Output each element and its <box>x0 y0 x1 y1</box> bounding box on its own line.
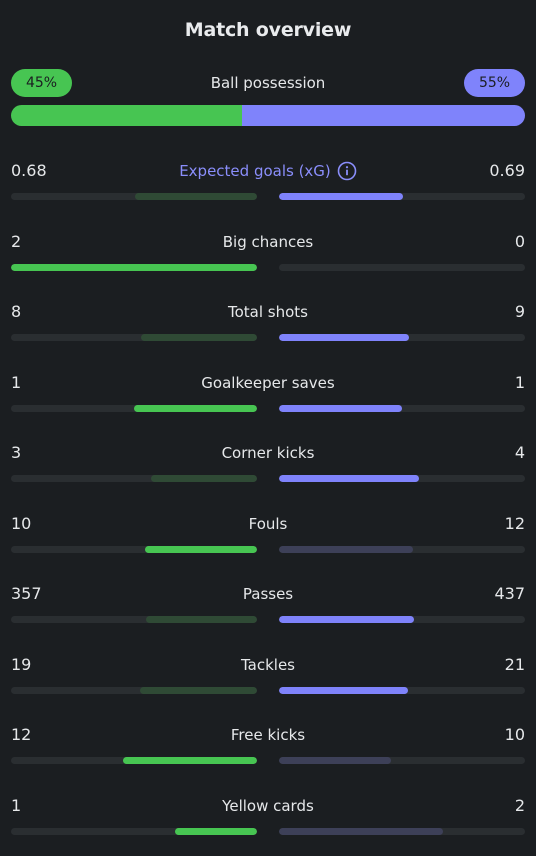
home-value: 2 <box>11 232 22 251</box>
stat-label: Tackles <box>240 656 296 674</box>
away-possession-badge: 55% <box>464 69 525 97</box>
home-value: 12 <box>11 725 32 744</box>
stat-row-yellow-cards: 1 Yellow cards 2 <box>11 795 525 841</box>
away-value: 2 <box>514 796 525 815</box>
home-bar-fill <box>134 405 257 412</box>
home-value: 1 <box>11 373 22 392</box>
stat-row-passes: 357 Passes 437 <box>11 583 525 629</box>
home-bar-fill <box>141 334 257 341</box>
home-bar-fill <box>151 475 257 482</box>
possession-label: Ball possession <box>210 74 326 92</box>
stat-row-expected-goals: 0.68 Expected goals (xG) 0.69 <box>11 160 525 206</box>
home-value: 3 <box>11 443 22 462</box>
home-value: 8 <box>11 302 22 321</box>
away-value: 1 <box>514 373 525 392</box>
stat-label: Fouls <box>248 515 288 533</box>
stat-row-goalkeeper-saves: 1 Goalkeeper saves 1 <box>11 372 525 418</box>
away-value: 9 <box>514 302 525 321</box>
away-bar-fill <box>279 334 410 341</box>
home-bar-track <box>11 687 257 694</box>
home-bar-fill <box>145 546 257 553</box>
stat-label: Total shots <box>228 303 308 321</box>
home-bar-fill <box>146 616 257 623</box>
away-bar-track <box>279 546 525 553</box>
stat-label: Goalkeeper saves <box>201 374 335 392</box>
away-value: 21 <box>504 655 525 674</box>
away-possession-segment <box>242 105 525 126</box>
home-bar-fill <box>122 757 257 764</box>
away-bar-fill <box>279 616 415 623</box>
info-icon[interactable] <box>337 161 357 181</box>
home-value: 357 <box>11 584 42 603</box>
stat-label: Big chances <box>222 233 314 251</box>
home-possession-badge: 45% <box>11 69 72 97</box>
home-bar-track <box>11 546 257 553</box>
stat-label: Expected goals (xG) <box>11 160 525 182</box>
home-bar-fill <box>140 687 257 694</box>
home-bar-track <box>11 616 257 623</box>
away-bar-fill <box>279 757 391 764</box>
away-bar-track <box>279 405 525 412</box>
away-bar-fill <box>279 475 420 482</box>
home-bar-track <box>11 828 257 835</box>
home-value: 1 <box>11 796 22 815</box>
home-bar-fill <box>11 264 257 271</box>
home-value: 19 <box>11 655 32 674</box>
away-bar-track <box>279 193 525 200</box>
away-value: 10 <box>504 725 525 744</box>
home-bar-track <box>11 405 257 412</box>
away-value: 4 <box>514 443 525 462</box>
away-bar-fill <box>279 546 414 553</box>
home-bar-fill <box>175 828 257 835</box>
stat-label-text: Expected goals (xG) <box>179 162 331 180</box>
away-value: 12 <box>504 514 525 533</box>
stat-row-corner-kicks: 3 Corner kicks 4 <box>11 442 525 488</box>
away-value: 0.69 <box>489 161 525 180</box>
away-bar-track <box>279 616 525 623</box>
home-bar-track <box>11 334 257 341</box>
home-bar-track <box>11 193 257 200</box>
possession-bar <box>11 105 525 126</box>
page-title: Match overview <box>184 19 352 41</box>
stat-row-total-shots: 8 Total shots 9 <box>11 301 525 347</box>
home-bar-track <box>11 264 257 271</box>
away-bar-fill <box>279 828 444 835</box>
stat-label: Corner kicks <box>221 444 315 462</box>
possession-row: 45% Ball possession 55% <box>11 69 525 97</box>
stat-row-fouls: 10 Fouls 12 <box>11 513 525 559</box>
away-bar-fill <box>279 193 404 200</box>
away-bar-track <box>279 334 525 341</box>
home-bar-fill <box>135 193 257 200</box>
stat-row-free-kicks: 12 Free kicks 10 <box>11 724 525 770</box>
stat-row-tackles: 19 Tackles 21 <box>11 654 525 700</box>
away-bar-track <box>279 687 525 694</box>
home-value: 10 <box>11 514 32 533</box>
away-value: 0 <box>514 232 525 251</box>
home-possession-segment <box>11 105 243 126</box>
away-bar-track <box>279 757 525 764</box>
away-bar-fill <box>279 405 402 412</box>
stat-label: Free kicks <box>230 726 306 744</box>
away-value: 437 <box>494 584 525 603</box>
away-bar-track <box>279 828 525 835</box>
stat-label: Yellow cards <box>222 797 314 815</box>
stat-label: Passes <box>242 585 294 603</box>
home-value: 0.68 <box>11 161 47 180</box>
away-bar-track <box>279 475 525 482</box>
away-bar-fill <box>279 687 409 694</box>
away-bar-track <box>279 264 525 271</box>
home-bar-track <box>11 475 257 482</box>
home-bar-track <box>11 757 257 764</box>
stat-row-big-chances: 2 Big chances 0 <box>11 231 525 277</box>
